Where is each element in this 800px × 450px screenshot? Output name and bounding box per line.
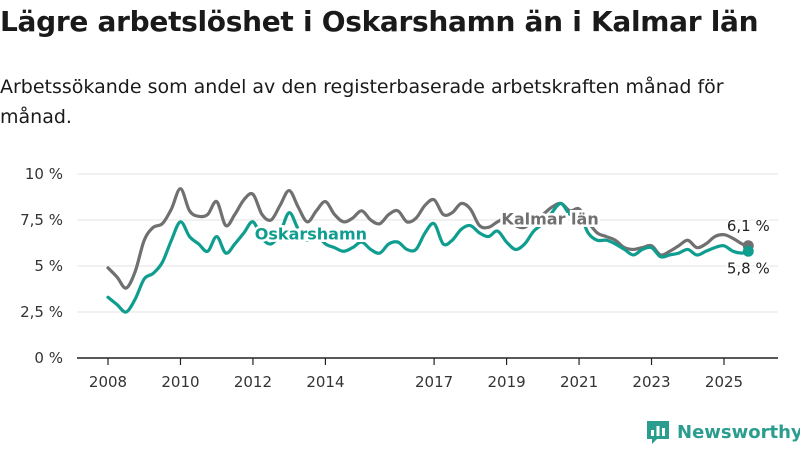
y-tick-label: 5 % [34, 257, 63, 275]
x-tick-label: 2010 [161, 373, 199, 391]
x-tick-label: 2012 [234, 373, 272, 391]
x-tick-label: 2019 [487, 373, 525, 391]
x-tick-label: 2021 [560, 373, 598, 391]
chart-title: Lägre arbetslöshet i Oskarshamn än i Kal… [0, 5, 759, 38]
x-axis-ticks: 2008 2010 2012 2014 2017 2019 2021 2023 2025 [89, 358, 743, 391]
x-tick-label: 2008 [89, 373, 127, 391]
y-tick-label: 7,5 % [20, 211, 63, 229]
series-end-value-oskarshamn: 5,8 % [727, 259, 770, 277]
series-line-oskarshamn [106, 201, 750, 314]
newsworthy-logo: Newsworthy [645, 419, 800, 445]
series-name-oskarshamn: Oskarshamn [255, 224, 367, 243]
series-endpoint-oskarshamn [742, 245, 754, 257]
series-name-kalmar-lan: Kalmar län [501, 210, 598, 229]
gridlines [77, 173, 778, 313]
brand-name: Newsworthy [677, 421, 800, 443]
x-tick-label: 2014 [306, 373, 344, 391]
series-end-value-kalmar-lan: 6,1 % [727, 217, 770, 235]
x-tick-label: 2017 [415, 373, 453, 391]
y-tick-label: 0 % [34, 349, 63, 367]
series-lines [106, 187, 754, 314]
series-line-kalmar-lan [106, 187, 750, 290]
x-tick-label: 2025 [705, 373, 743, 391]
y-tick-label: 10 % [25, 165, 63, 183]
bar-chart-icon [647, 421, 669, 444]
series-labels: Kalmar län 6,1 % Oskarshamn 5,8 % [252, 207, 771, 279]
y-axis-tick-labels: 0 % 2,5 % 5 % 7,5 % 10 % [20, 165, 63, 367]
y-tick-label: 2,5 % [20, 303, 63, 321]
chart-subtitle: Arbetssökande som andel av den registerb… [0, 76, 724, 128]
x-tick-label: 2023 [632, 373, 670, 391]
